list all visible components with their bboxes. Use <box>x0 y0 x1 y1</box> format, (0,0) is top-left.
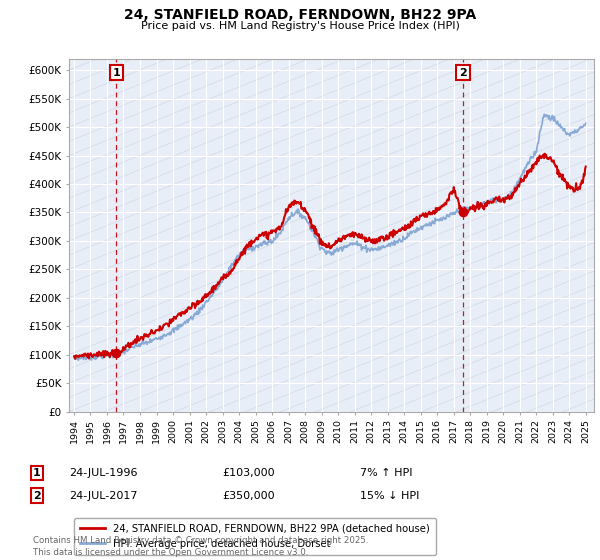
Text: 2: 2 <box>33 491 41 501</box>
Text: £350,000: £350,000 <box>222 491 275 501</box>
Text: 1: 1 <box>112 68 120 78</box>
Legend: 24, STANFIELD ROAD, FERNDOWN, BH22 9PA (detached house), HPI: Average price, det: 24, STANFIELD ROAD, FERNDOWN, BH22 9PA (… <box>74 518 436 555</box>
Text: 24-JUL-1996: 24-JUL-1996 <box>69 468 137 478</box>
Text: 7% ↑ HPI: 7% ↑ HPI <box>360 468 413 478</box>
Text: 15% ↓ HPI: 15% ↓ HPI <box>360 491 419 501</box>
Text: 24, STANFIELD ROAD, FERNDOWN, BH22 9PA: 24, STANFIELD ROAD, FERNDOWN, BH22 9PA <box>124 8 476 22</box>
Text: 1: 1 <box>33 468 41 478</box>
Text: Price paid vs. HM Land Registry's House Price Index (HPI): Price paid vs. HM Land Registry's House … <box>140 21 460 31</box>
Text: £103,000: £103,000 <box>222 468 275 478</box>
Text: 24-JUL-2017: 24-JUL-2017 <box>69 491 137 501</box>
Text: 2: 2 <box>459 68 467 78</box>
Text: Contains HM Land Registry data © Crown copyright and database right 2025.
This d: Contains HM Land Registry data © Crown c… <box>33 536 368 557</box>
